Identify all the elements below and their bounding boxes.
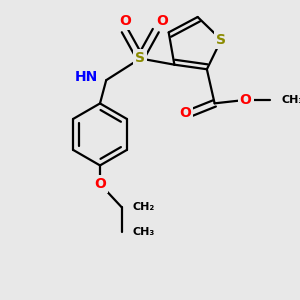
Text: CH₃: CH₃: [281, 95, 300, 105]
Text: O: O: [94, 177, 106, 191]
Text: O: O: [156, 14, 168, 28]
Text: HN: HN: [75, 70, 98, 84]
Text: O: O: [240, 93, 251, 107]
Text: S: S: [216, 33, 226, 47]
Text: CH₂: CH₂: [133, 202, 155, 212]
Text: O: O: [119, 14, 131, 28]
Text: O: O: [179, 106, 191, 120]
Text: S: S: [135, 52, 145, 65]
Text: CH₃: CH₃: [133, 227, 155, 237]
